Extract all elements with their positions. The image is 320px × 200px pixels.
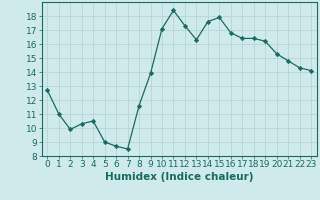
X-axis label: Humidex (Indice chaleur): Humidex (Indice chaleur)	[105, 172, 253, 182]
